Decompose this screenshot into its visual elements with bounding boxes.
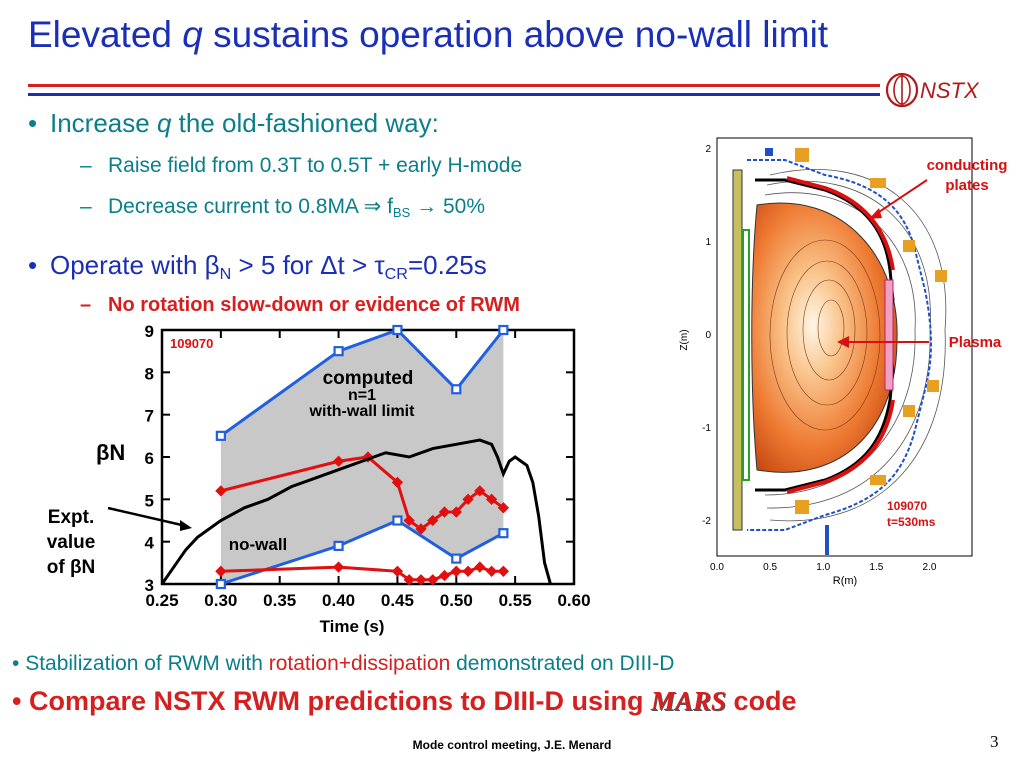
x-tick-label: 0.60 <box>557 591 590 610</box>
diamond-marker <box>474 561 486 573</box>
bullet-operate-with: • Operate with βN > 5 for Δt > τCR=0.25s <box>28 250 487 283</box>
diamond-marker <box>462 493 474 505</box>
square-marker <box>498 324 509 336</box>
beta-n-chart: 0.25 0.30 0.35 0.40 0.45 0.50 0.55 0.60 3 4 5 6 7 8 9… <box>145 322 591 636</box>
equil-x-tick: 1.0 <box>816 562 830 573</box>
square-marker <box>451 553 462 564</box>
square-marker <box>333 346 344 357</box>
diamond-marker <box>485 493 498 505</box>
square-marker <box>392 515 403 526</box>
square-marker <box>498 528 509 539</box>
x-tick-label: 0.35 <box>263 591 296 610</box>
equil-y-tick: -2 <box>702 516 711 527</box>
equil-y-tick: -1 <box>702 423 711 434</box>
bullet-stabilization: • Stabilization of RWM with rotation+dis… <box>12 652 675 675</box>
diamond-marker <box>438 569 451 582</box>
sub-bullet-no-rotation: – No rotation slow-down or evidence of RW… <box>80 294 520 316</box>
diamond-marker <box>215 485 227 497</box>
y-tick-label: 9 <box>145 322 154 341</box>
diamond-marker <box>403 574 415 586</box>
equil-xlabel: R(m) <box>833 575 857 587</box>
equil-ylabel: Z(m) <box>679 329 690 350</box>
diamond-marker <box>403 514 415 527</box>
diamond-marker <box>462 565 474 577</box>
chart-xlabel: Time (s) <box>320 617 385 636</box>
y-tick-label: 3 <box>145 576 154 595</box>
sub-bullet-decrease-current: – Decrease current to 0.8MA ⇒ fBS → 50% <box>80 195 485 220</box>
nstx-logo: NSTX <box>885 72 980 108</box>
diamond-marker <box>427 574 439 586</box>
y-tick-label: 6 <box>145 449 154 468</box>
equilibrium-plot: 2 1 0 -1 -2 0.0 0.5 1.0 1.5 2.0 Z(m) R(m) conduc… <box>679 137 1008 587</box>
bullet-compare-mars: • Compare NSTX RWM predictions to DIII-D… <box>12 686 797 716</box>
chart-ylabel-betaN: βN <box>96 440 126 465</box>
diamond-marker <box>474 485 486 497</box>
label-equil-time: t=530ms <box>887 515 936 529</box>
equil-y-tick: 0 <box>705 330 711 341</box>
diamond-marker <box>485 565 498 577</box>
diamond-marker <box>438 506 451 518</box>
equil-x-tick: 0.0 <box>710 562 724 573</box>
equil-y-tick: 1 <box>705 237 711 248</box>
sub-bullet-raise-field: – Raise field from 0.3T to 0.5T + early H… <box>80 154 523 177</box>
diamond-marker <box>332 561 345 573</box>
x-tick-label: 0.55 <box>499 591 532 610</box>
y-tick-label: 7 <box>145 407 154 426</box>
equil-frame <box>716 137 973 557</box>
label-plates: plates <box>945 177 988 194</box>
bullet-increase-q: • Increase q the old-fashioned way: <box>28 108 439 138</box>
square-marker <box>215 430 226 441</box>
square-marker <box>451 384 462 395</box>
diamond-marker <box>415 574 427 586</box>
square-marker <box>215 578 226 590</box>
measured-betaN-series <box>160 438 552 585</box>
diamond-marker <box>332 455 345 467</box>
title-rule-red <box>28 84 880 87</box>
equil-y-tick: 2 <box>705 144 711 155</box>
diamond-marker <box>450 565 462 577</box>
label-equil-shot: 109070 <box>887 499 927 513</box>
equil-x-tick: 0.5 <box>763 562 777 573</box>
square-marker <box>333 540 344 551</box>
annotation-with-wall: with-wall limit <box>309 403 416 420</box>
title-rule-blue <box>28 93 880 96</box>
chart-shot-label: 109070 <box>170 336 213 351</box>
x-tick-label: 0.40 <box>322 591 355 610</box>
y-tick-label: 8 <box>145 364 154 383</box>
x-tick-label: 0.25 <box>145 591 178 610</box>
square-marker <box>392 324 403 336</box>
page-title: Elevated q sustains operation above no-w… <box>28 14 829 55</box>
diamond-marker <box>427 514 439 527</box>
no-wall-expt-series <box>220 565 504 582</box>
x-tick-label: 0.50 <box>440 591 473 610</box>
annotation-no-wall: no-wall <box>229 535 288 554</box>
mars-wordmark: MARS <box>651 686 727 716</box>
annotation-computed: computed <box>323 368 414 389</box>
page-number: 3 <box>990 732 999 751</box>
label-plasma: Plasma <box>949 334 1002 351</box>
equil-x-tick: 1.5 <box>869 562 883 573</box>
label-conducting: conducting <box>927 157 1008 174</box>
diamond-marker <box>450 506 462 518</box>
diamond-marker <box>497 502 510 514</box>
equil-x-tick: 2.0 <box>923 562 937 573</box>
expt-arrow <box>107 506 192 531</box>
annotation-n1: n=1 <box>348 387 376 404</box>
diamond-marker <box>497 565 510 577</box>
diamond-marker <box>391 476 404 489</box>
y-tick-label: 5 <box>145 491 154 510</box>
expt-value-label: Expt. value of βN <box>46 507 96 578</box>
x-tick-label: 0.45 <box>381 591 414 610</box>
logo-text: NSTX <box>920 78 980 103</box>
x-tick-label: 0.30 <box>204 591 237 610</box>
y-tick-label: 4 <box>145 534 155 553</box>
slide-footer: Mode control meeting, J.E. Menard <box>412 738 612 752</box>
